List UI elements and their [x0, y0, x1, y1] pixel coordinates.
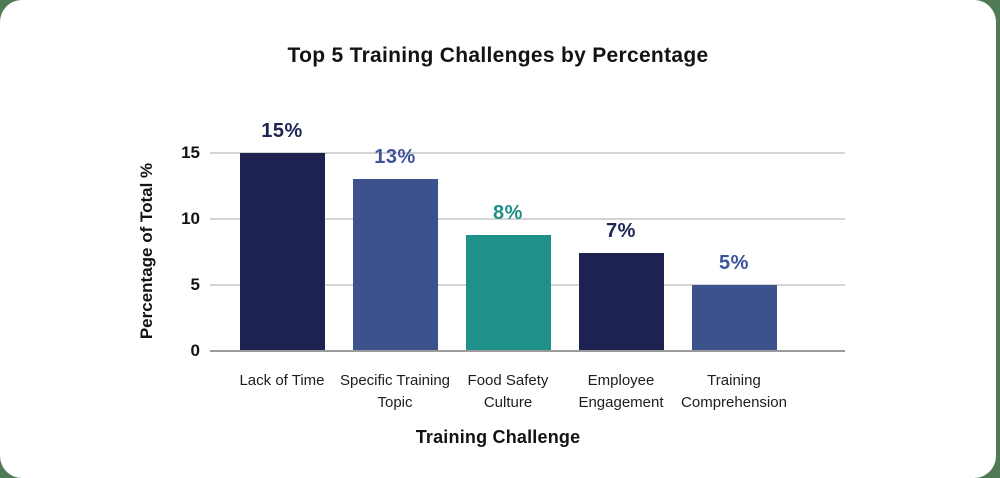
value-label-lack-of-time: 15% — [261, 120, 303, 142]
category-label-lack-of-time: Lack of Time — [207, 370, 357, 392]
gridline-10 — [210, 218, 845, 220]
category-label-training-comprehension: Training Comprehension — [659, 370, 809, 414]
y-tick-label-0: 0 — [190, 341, 200, 360]
y-tick-label-5: 5 — [190, 275, 200, 294]
category-label-line: Topic — [377, 394, 413, 411]
bar-lack-of-time — [239, 153, 325, 351]
category-label-food-safety-culture: Food Safety Culture — [433, 370, 583, 414]
category-label-line: Lack of Time — [239, 372, 325, 389]
value-label-food-safety-culture: 8% — [493, 202, 523, 224]
category-label-line: Engagement — [578, 394, 664, 411]
category-label-line: Comprehension — [681, 394, 787, 411]
category-label-line: Training — [707, 372, 761, 389]
chart-title: Top 5 Training Challenges by Percentage — [287, 44, 709, 67]
category-label-specific-training-topic: Specific Training Topic — [320, 370, 470, 414]
y-tick-label-10: 10 — [181, 209, 200, 228]
category-label-line: Employee — [587, 372, 655, 389]
gridline-15 — [210, 152, 845, 154]
category-label-line: Specific Training — [339, 372, 451, 389]
value-label-employee-engagement: 7% — [606, 220, 636, 242]
bar-food-safety-culture — [465, 235, 551, 351]
bar-employee-engagement — [578, 253, 664, 351]
bar-specific-training-topic — [352, 179, 438, 351]
value-label-specific-training-topic: 13% — [374, 146, 416, 168]
category-label-line: Food Safety — [467, 372, 549, 389]
x-axis-baseline — [210, 350, 845, 352]
category-label-employee-engagement: Employee Engagement — [546, 370, 696, 414]
y-tick-label-15: 15 — [181, 143, 200, 162]
value-label-training-comprehension: 5% — [719, 252, 749, 274]
x-axis-title: Training Challenge — [415, 427, 581, 447]
category-label-line: Culture — [483, 394, 533, 411]
bar-training-comprehension — [691, 285, 777, 351]
